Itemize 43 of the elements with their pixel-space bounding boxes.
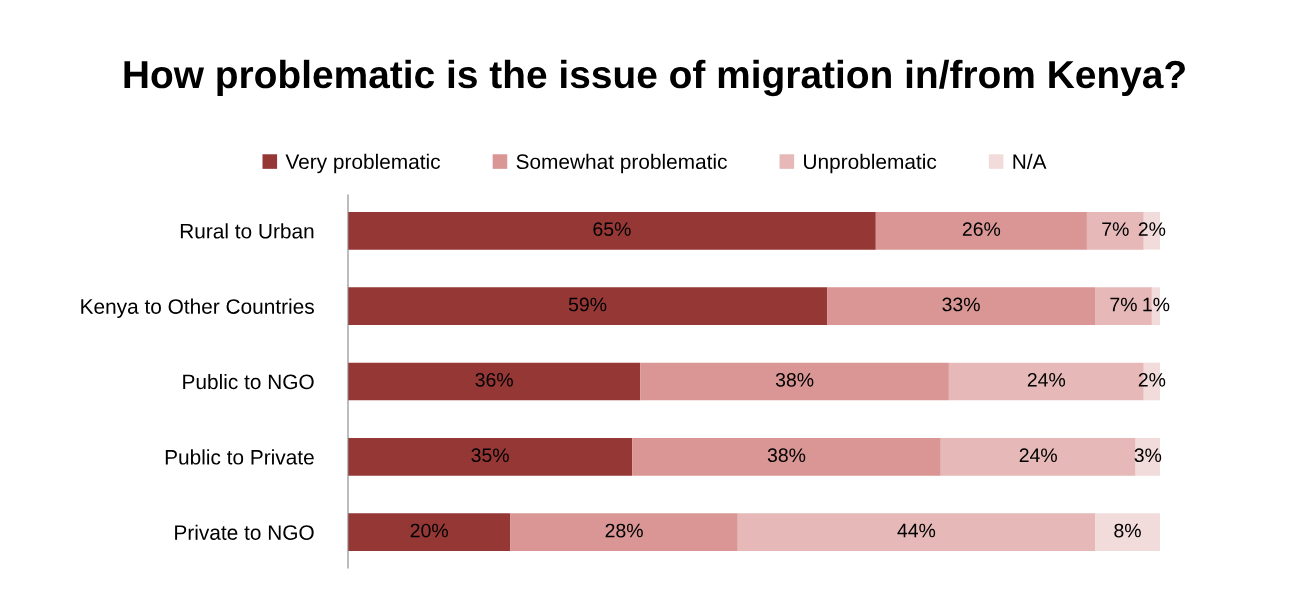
chart-title: How problematic is the issue of migration in/from Kenya? <box>124 59 1185 97</box>
bar <box>640 362 949 401</box>
bar <box>1095 513 1160 552</box>
data-label: 33% <box>942 297 980 312</box>
legend-label: N/A <box>1013 153 1047 170</box>
bar <box>875 211 1087 250</box>
data-label: 35% <box>471 448 509 463</box>
data-label: 28% <box>605 523 643 538</box>
bar <box>940 438 1136 476</box>
y-tick-label: Kenya to Other Countries <box>81 298 314 319</box>
bar <box>348 438 633 476</box>
data-label: 2% <box>1138 372 1166 387</box>
legend-label: Somewhat problematic <box>516 153 727 174</box>
y-tick-label: Private to NGO <box>175 524 314 540</box>
bar <box>632 438 941 476</box>
legend-label: Very problematic <box>285 153 441 174</box>
data-label: 7% <box>1102 222 1129 236</box>
bar <box>348 513 511 552</box>
data-label: 8% <box>1114 523 1141 538</box>
data-label: 24% <box>1019 448 1057 462</box>
data-label: 44% <box>897 523 936 538</box>
data-label: 38% <box>775 372 814 387</box>
data-label: 7% <box>1110 297 1137 312</box>
data-label: 38% <box>767 448 806 463</box>
bar <box>827 287 1096 325</box>
data-label: 2% <box>1138 222 1166 236</box>
bar <box>737 513 1096 552</box>
data-label: 36% <box>475 372 513 387</box>
bar <box>510 513 738 552</box>
data-label: 59% <box>568 297 607 312</box>
data-label: 24% <box>1027 372 1066 387</box>
bar <box>348 211 876 250</box>
bar <box>348 287 828 325</box>
data-label: 65% <box>593 222 631 237</box>
data-label: 3% <box>1134 448 1162 463</box>
data-label: 26% <box>962 222 1001 237</box>
data-label: 1% <box>1143 297 1170 312</box>
y-tick-label: Rural to Urban <box>180 223 314 239</box>
y-tick-label: Public to NGO <box>183 373 314 390</box>
y-tick-label: Public to Private <box>165 449 314 465</box>
bar <box>348 362 641 401</box>
legend-label: Unproblematic <box>804 153 937 174</box>
data-label: 20% <box>410 523 448 538</box>
